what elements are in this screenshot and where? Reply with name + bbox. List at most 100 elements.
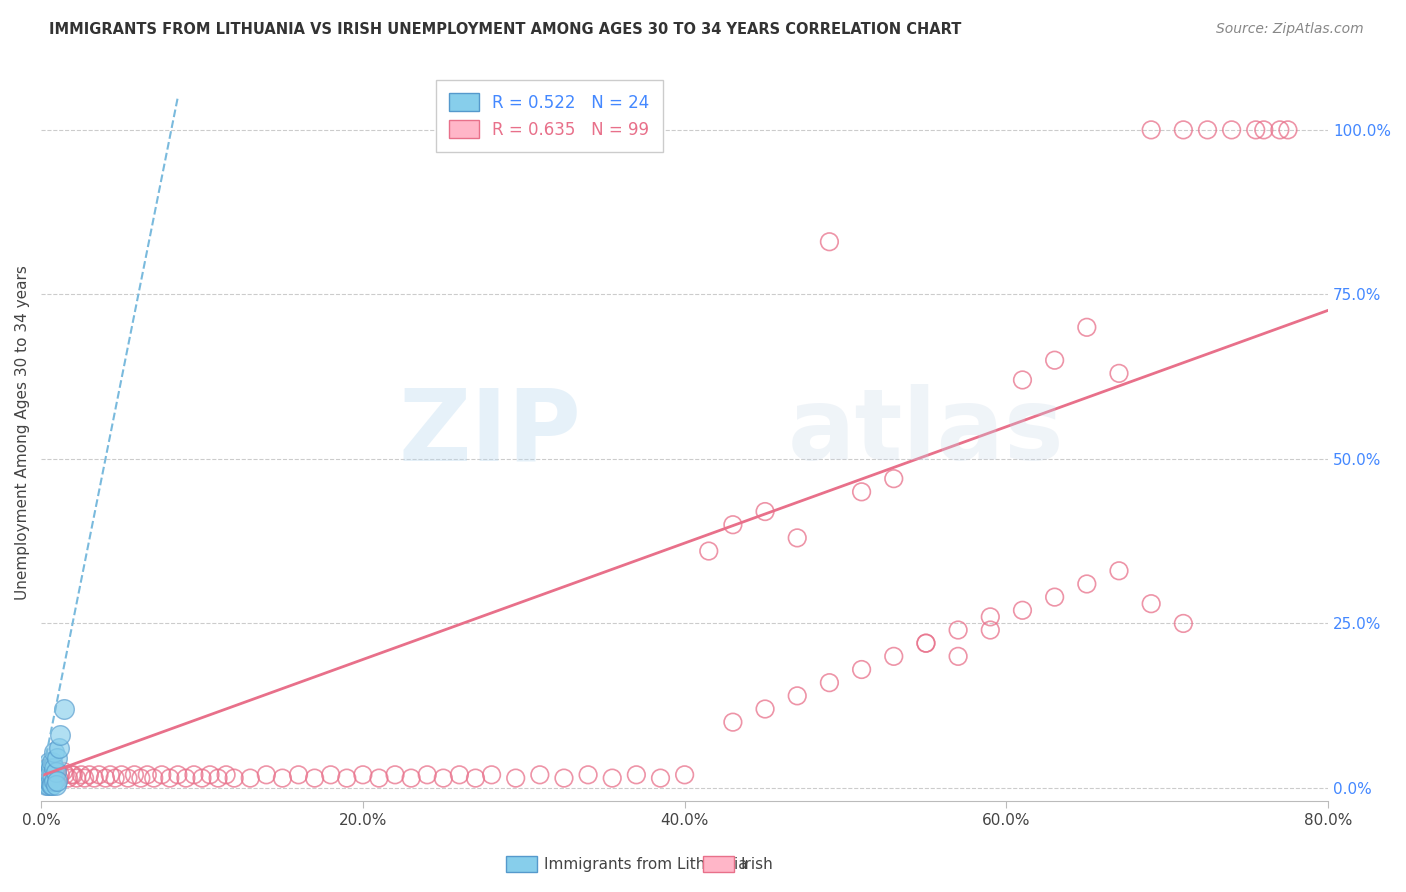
Point (39, 771, 62, 785)
Text: IMMIGRANTS FROM LITHUANIA VS IRISH UNEMPLOYMENT AMONG AGES 30 TO 34 YEARS CORREL: IMMIGRANTS FROM LITHUANIA VS IRISH UNEMP… (49, 22, 962, 37)
Point (37, 778, 59, 792)
Point (481, 768, 503, 782)
Point (368, 771, 391, 785)
Point (46, 764, 69, 779)
Point (183, 768, 205, 782)
Point (697, 544, 720, 558)
Point (319, 768, 342, 782)
Text: atlas: atlas (787, 384, 1064, 481)
Point (198, 768, 221, 782)
Point (46, 751, 69, 765)
Point (62, 768, 84, 782)
Point (464, 771, 486, 785)
Point (41, 755, 63, 769)
Point (239, 771, 262, 785)
Point (98, 768, 121, 782)
Point (1197, 123, 1219, 137)
Point (1108, 564, 1130, 578)
Point (104, 771, 127, 785)
Y-axis label: Unemployment Among Ages 30 to 34 years: Unemployment Among Ages 30 to 34 years (15, 265, 30, 600)
Point (35, 761, 58, 775)
Point (45, 778, 67, 792)
Legend: R = 0.522   N = 24, R = 0.635   N = 99: R = 0.522 N = 24, R = 0.635 N = 99 (436, 79, 662, 153)
Point (576, 768, 599, 782)
Text: Irish: Irish (741, 857, 773, 871)
Point (38, 768, 60, 782)
Point (818, 235, 841, 249)
Point (754, 505, 776, 519)
Point (83, 771, 105, 785)
Point (553, 771, 575, 785)
Point (70, 768, 93, 782)
Point (34, 774, 56, 789)
Point (946, 649, 969, 664)
Point (38, 768, 60, 782)
Text: ZIP: ZIP (399, 384, 582, 481)
Point (1140, 597, 1163, 611)
Point (1076, 320, 1098, 334)
Point (142, 771, 165, 785)
Point (166, 768, 188, 782)
Point (150, 768, 173, 782)
Point (1011, 603, 1033, 617)
Point (304, 771, 326, 785)
Point (721, 517, 744, 532)
Point (979, 610, 1001, 624)
Point (117, 771, 139, 785)
Point (42, 774, 65, 789)
Point (1011, 373, 1033, 387)
Point (449, 768, 471, 782)
Point (1108, 367, 1130, 381)
Point (49, 768, 72, 782)
Point (94, 771, 117, 785)
Point (505, 771, 527, 785)
Point (626, 768, 648, 782)
Point (1244, 123, 1267, 137)
Point (1043, 353, 1066, 368)
Point (136, 768, 159, 782)
Point (254, 768, 277, 782)
Point (45, 764, 67, 779)
Point (41, 778, 63, 792)
Point (87, 768, 110, 782)
Point (159, 771, 181, 785)
Point (336, 771, 359, 785)
Point (1173, 616, 1195, 631)
Point (883, 472, 905, 486)
Point (287, 768, 309, 782)
Point (38, 755, 60, 769)
Point (915, 636, 938, 650)
Point (416, 768, 439, 782)
Point (38, 774, 60, 789)
Point (65, 771, 87, 785)
Point (673, 768, 696, 782)
Point (35, 778, 58, 792)
Point (48, 741, 70, 756)
Point (915, 636, 938, 650)
Point (49, 728, 72, 742)
Point (129, 771, 152, 785)
Point (39, 761, 62, 775)
Point (851, 663, 873, 677)
Point (42, 761, 65, 775)
Point (52, 702, 75, 716)
Point (529, 768, 551, 782)
Point (851, 484, 873, 499)
Point (399, 771, 422, 785)
Point (42, 771, 65, 785)
Point (79, 768, 101, 782)
Point (1043, 590, 1066, 604)
Point (946, 623, 969, 637)
Point (207, 771, 229, 785)
Point (41, 768, 63, 782)
Point (215, 768, 238, 782)
Point (650, 771, 672, 785)
Point (979, 623, 1001, 637)
Point (52, 764, 75, 779)
Point (271, 771, 294, 785)
Point (754, 702, 776, 716)
Point (48, 771, 70, 785)
Point (191, 771, 214, 785)
Point (721, 715, 744, 730)
Point (58, 771, 80, 785)
